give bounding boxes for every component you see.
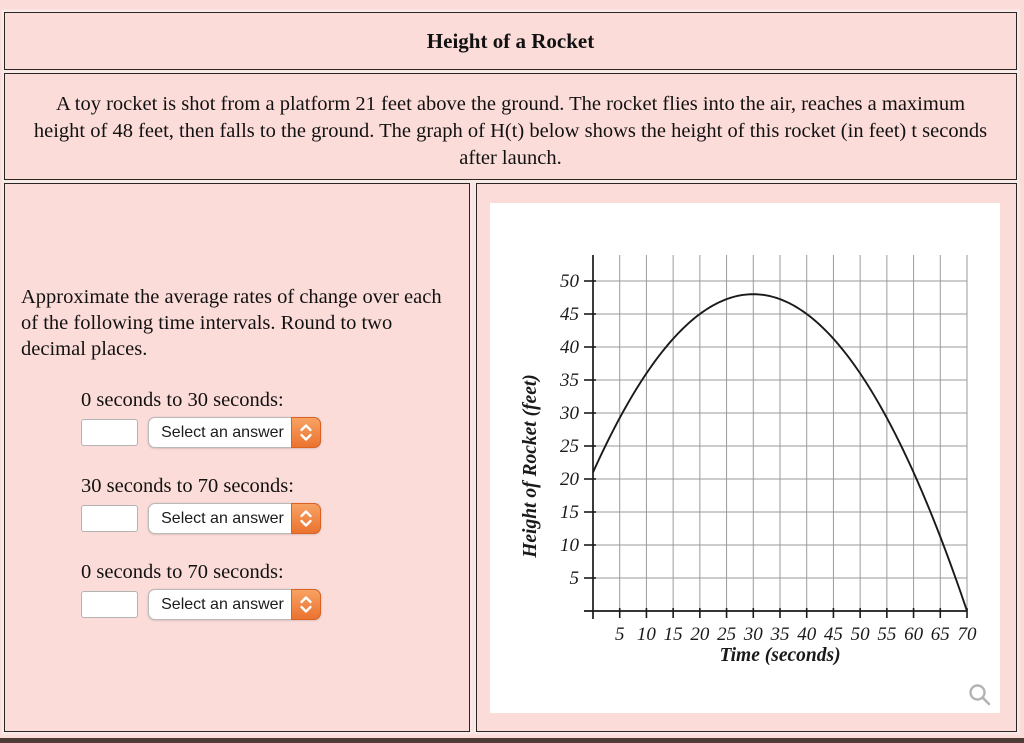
rate-input-1[interactable]	[81, 505, 138, 532]
answer-select-0-value: Select an answer	[161, 423, 284, 441]
svg-text:5: 5	[570, 568, 580, 589]
title-bar: Height of a Rocket	[4, 12, 1017, 70]
svg-text:20: 20	[560, 469, 580, 490]
answer-panel: Approximate the average rates of change …	[4, 183, 470, 732]
svg-text:15: 15	[664, 624, 683, 645]
question-prompt: Approximate the average rates of change …	[21, 286, 442, 360]
svg-text:Height of Rocket (feet): Height of Rocket (feet)	[520, 374, 541, 559]
svg-text:40: 40	[797, 624, 817, 645]
rate-input-0[interactable]	[81, 419, 138, 446]
answer-controls-2: Select an answer	[81, 589, 469, 620]
svg-text:50: 50	[851, 624, 871, 645]
svg-text:10: 10	[637, 624, 657, 645]
svg-text:30: 30	[559, 403, 580, 424]
interval-label-2: 0 seconds to 70 seconds:	[81, 561, 284, 583]
question-row-1: 30 seconds to 70 seconds: Select an answ…	[81, 474, 469, 534]
chevron-up-down-icon	[291, 589, 321, 620]
svg-text:15: 15	[560, 502, 579, 523]
rocket-height-curve	[592, 293, 968, 612]
svg-text:45: 45	[824, 624, 843, 645]
svg-text:Time (seconds): Time (seconds)	[719, 645, 840, 666]
zoom-graph-icon[interactable]	[968, 683, 992, 707]
chevron-up-down-icon	[291, 503, 321, 534]
svg-text:10: 10	[560, 535, 580, 556]
answer-select-0[interactable]: Select an answer	[148, 417, 321, 448]
rate-input-2[interactable]	[81, 591, 138, 618]
svg-text:60: 60	[904, 624, 924, 645]
svg-text:5: 5	[615, 624, 625, 645]
graph-panel-container: 5 10 15 20 25 30 35 40 45 50 55 60 65 70 5 10 15 20 25 30 35…	[476, 183, 1017, 732]
svg-text:30: 30	[743, 624, 764, 645]
chevron-up-down-icon	[291, 417, 321, 448]
svg-text:35: 35	[559, 370, 579, 391]
svg-text:55: 55	[877, 624, 896, 645]
interval-label-0: 0 seconds to 30 seconds:	[81, 389, 284, 411]
svg-text:25: 25	[717, 624, 736, 645]
interval-label-1: 30 seconds to 70 seconds:	[81, 475, 294, 497]
svg-text:20: 20	[690, 624, 710, 645]
svg-text:50: 50	[560, 271, 580, 292]
svg-text:40: 40	[560, 337, 580, 358]
svg-text:65: 65	[931, 624, 950, 645]
answer-controls-1: Select an answer	[81, 503, 469, 534]
answer-controls-0: Select an answer	[81, 417, 469, 448]
svg-text:45: 45	[560, 304, 579, 325]
page-bottom-border	[0, 738, 1024, 743]
answer-select-1[interactable]: Select an answer	[148, 503, 321, 534]
problem-description-panel: A toy rocket is shot from a platform 21 …	[4, 73, 1017, 180]
answer-select-2[interactable]: Select an answer	[148, 589, 321, 620]
height-time-graph: 5 10 15 20 25 30 35 40 45 50 55 60 65 70 5 10 15 20 25 30 35…	[520, 255, 978, 666]
answer-select-2-value: Select an answer	[161, 595, 284, 613]
problem-description-text: A toy rocket is shot from a platform 21 …	[33, 93, 988, 169]
question-row-0: 0 seconds to 30 seconds: Select an answe…	[81, 388, 469, 448]
svg-text:25: 25	[560, 436, 579, 457]
svg-text:70: 70	[958, 624, 978, 645]
graph-image-area: 5 10 15 20 25 30 35 40 45 50 55 60 65 70 5 10 15 20 25 30 35…	[490, 203, 1000, 713]
answer-select-1-value: Select an answer	[161, 509, 284, 527]
page-title: Height of a Rocket	[426, 28, 595, 53]
svg-text:35: 35	[770, 624, 790, 645]
question-row-2: 0 seconds to 70 seconds: Select an answe…	[81, 560, 469, 620]
